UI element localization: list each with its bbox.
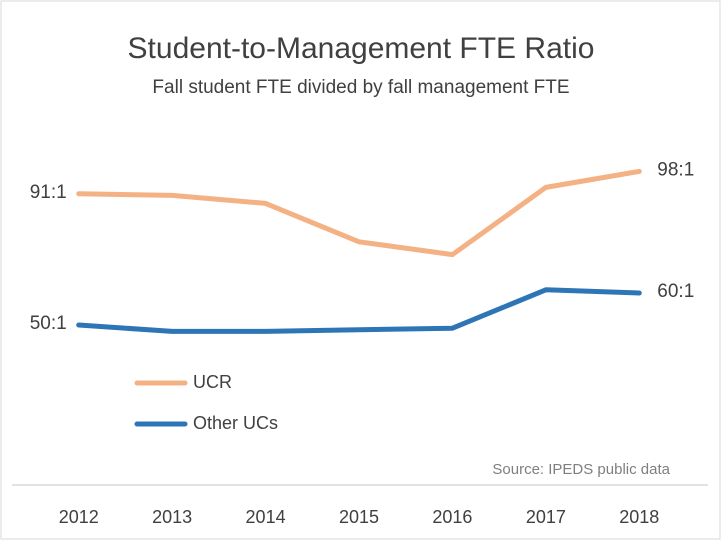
x-tick-label: 2016 [432,507,472,527]
data-label: 98:1 [657,159,694,180]
x-tick-label: 2013 [152,507,192,527]
x-tick-label: 2015 [339,507,379,527]
data-label: 91:1 [30,182,67,203]
data-label: 50:1 [30,313,67,334]
chart-title: Student-to-Management FTE Ratio [128,32,595,65]
series-line [76,287,642,334]
source-note: Source: IPEDS public data [492,461,670,478]
data-label: 60:1 [657,281,694,302]
x-tick-label: 2018 [619,507,659,527]
legend-label: Other UCs [193,413,278,433]
legend-label: UCR [193,372,232,392]
x-tick-label: 2012 [59,507,99,527]
x-tick-label: 2014 [246,507,286,527]
x-tick-label: 2017 [526,507,566,527]
chart-subtitle: Fall student FTE divided by fall managem… [152,77,569,98]
series-line [76,168,642,258]
